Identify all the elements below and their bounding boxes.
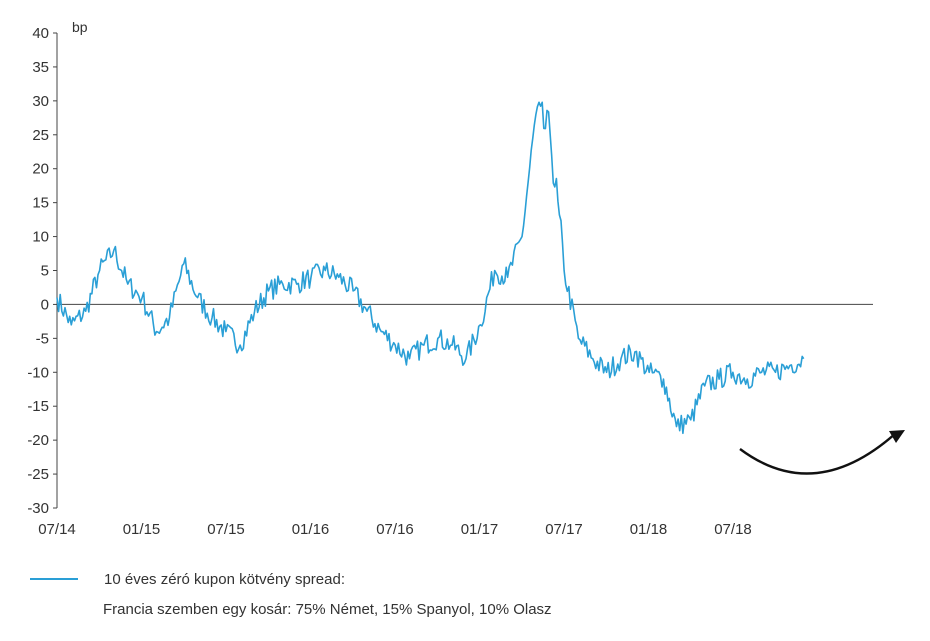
y-tick-label: 5 xyxy=(41,263,49,280)
unit-label: bp xyxy=(72,19,88,35)
trend-arrow xyxy=(739,432,897,475)
y-tick-label: -20 xyxy=(27,432,49,449)
y-tick-label: -5 xyxy=(36,330,49,347)
legend-series-label: 10 éves zéró kupon kötvény spread: xyxy=(104,570,345,588)
x-tick-label: 01/16 xyxy=(292,521,330,538)
y-tick-label: 20 xyxy=(32,161,49,178)
x-tick-label: 07/18 xyxy=(714,521,752,538)
series-line-spread xyxy=(56,101,805,435)
legend-swatch xyxy=(30,578,78,580)
x-tick-label: 07/15 xyxy=(207,521,245,538)
y-tick-label: 30 xyxy=(32,93,49,110)
y-tick-label: 25 xyxy=(32,127,49,144)
x-tick-label: 01/17 xyxy=(461,521,499,538)
y-tick-label: 35 xyxy=(32,59,49,76)
y-tick-label: -15 xyxy=(27,398,49,415)
legend: 10 éves zéró kupon kötvény spread: xyxy=(30,566,345,592)
x-tick-label: 01/15 xyxy=(123,521,161,538)
legend-note: Francia szemben egy kosár: 75% Német, 15… xyxy=(103,601,552,618)
x-tick-label: 07/14 xyxy=(38,521,76,538)
x-tick-label: 07/17 xyxy=(545,521,583,538)
y-tick-label: -30 xyxy=(27,500,49,517)
x-tick-label: 07/16 xyxy=(376,521,414,538)
y-tick-label: -10 xyxy=(27,364,49,381)
y-tick-label: 40 xyxy=(32,25,49,42)
x-tick-label: 01/18 xyxy=(630,521,668,538)
y-tick-label: 0 xyxy=(41,296,49,313)
y-tick-label: -25 xyxy=(27,466,49,483)
legend-entry: 10 éves zéró kupon kötvény spread: xyxy=(30,566,345,592)
y-tick-label: 15 xyxy=(32,195,49,212)
y-tick-label: 10 xyxy=(32,229,49,246)
y-axis-ticks: 40 35 30 25 20 15 10 5 0 -5 -10 -15 -20 -25 -30 xyxy=(27,25,57,517)
arrowhead-icon xyxy=(889,430,905,443)
x-axis-ticks: 07/14 01/15 07/15 01/16 07/16 01/17 07/17 01/18… xyxy=(38,521,752,538)
